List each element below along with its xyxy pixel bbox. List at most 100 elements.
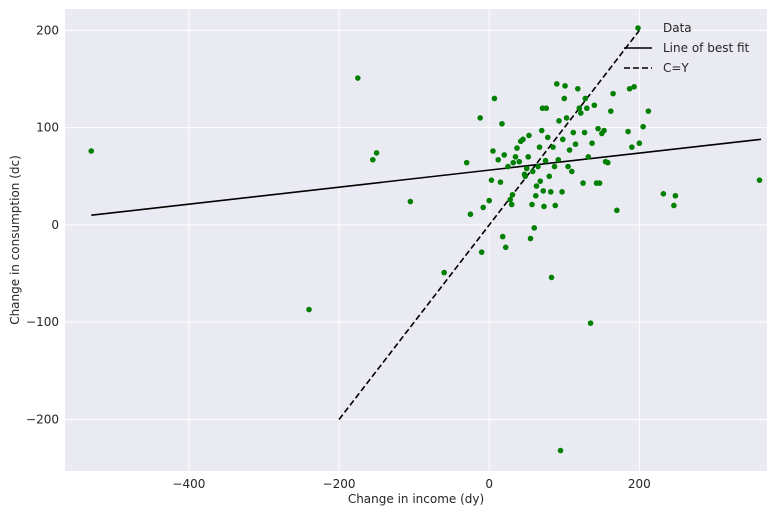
y-tick-label: −100 [26,315,59,329]
data-point [88,148,95,154]
x-tick-label: −400 [172,477,205,491]
data-point [591,102,598,109]
data-point [559,189,565,195]
data-point [608,108,614,114]
data-point [507,196,514,203]
data-point [640,123,646,130]
data-point [527,235,534,242]
x-tick-label: −200 [323,477,356,491]
data-point [672,192,679,199]
legend-label: Line of best fit [663,41,750,55]
data-point [578,110,584,116]
data-point [463,159,470,166]
data-point [553,81,560,87]
data-point [556,118,562,124]
data-point [625,128,631,135]
data-point [467,211,474,218]
legend-label: C=Y [663,61,689,75]
data-point [636,140,643,147]
data-point [756,177,763,183]
series-lines [91,29,762,420]
data-point [373,150,380,156]
data-point [596,180,603,186]
data-point [535,163,541,170]
data-point [585,154,592,160]
data-point [495,156,502,163]
data-point [660,191,667,197]
data-point [538,127,545,134]
data-point [540,188,547,194]
data-point [626,85,633,92]
data-point [520,136,526,143]
data-point [477,115,483,121]
data-point [559,136,566,143]
data-point [529,201,535,208]
data-point [548,274,555,281]
data-point [550,144,556,150]
data-point [355,75,361,81]
data-point [587,320,594,326]
data-point [529,168,536,175]
identity-line [338,29,640,420]
data-point [595,125,601,132]
data-point [509,191,516,198]
data-point [441,269,447,276]
data-point [541,203,547,210]
data-point [407,198,414,205]
legend: Data Line of best fit C=Y [624,21,750,75]
data-point [631,84,637,90]
data-point [512,154,519,160]
x-tick-labels: −400−2000200400 [172,477,651,491]
data-point [306,306,312,313]
data-point [582,95,589,102]
data-point [565,163,571,170]
data-point [505,163,511,170]
data-point [645,108,652,114]
y-tick-label: −200 [26,412,59,426]
data-point [486,197,493,204]
data-point [568,168,575,175]
data-point [516,158,523,165]
data-point [501,152,508,158]
data-point [629,144,635,150]
data-point [543,105,550,112]
data-point [514,145,520,151]
data-point [563,115,570,121]
y-tick-label: 100 [36,121,59,135]
data-point [508,201,515,208]
data-point [557,447,564,454]
y-tick-label: 0 [51,218,59,232]
data-point [601,127,607,134]
data-point [610,90,616,97]
data-point [533,183,540,189]
data-point [522,173,529,180]
data-point [537,178,544,184]
data-point [499,120,505,127]
data-point [605,159,611,166]
data-point [526,132,532,139]
data-point [570,129,577,136]
data-point [544,134,551,141]
y-tick-labels: −200 −100 0 100 200 [26,23,59,426]
data-point [589,140,595,147]
data-point [551,163,558,170]
grid [65,9,767,471]
y-axis-label: Change in consumption (dc) [8,155,22,325]
x-tick-label: 200 [628,477,651,491]
data-point [566,147,573,153]
data-point [510,159,517,166]
data-point [574,85,581,92]
data-point [580,180,586,186]
data-point [547,189,554,195]
data-point [490,148,496,154]
data-point [491,95,498,102]
data-point [536,144,543,150]
x-tick-label: 0 [485,477,493,491]
plot-background [65,9,767,471]
data-point [502,244,509,251]
data-point [497,179,504,185]
data-point [370,156,376,163]
data-point [671,202,677,209]
legend-marker-data [635,25,641,31]
data-point [542,157,549,164]
